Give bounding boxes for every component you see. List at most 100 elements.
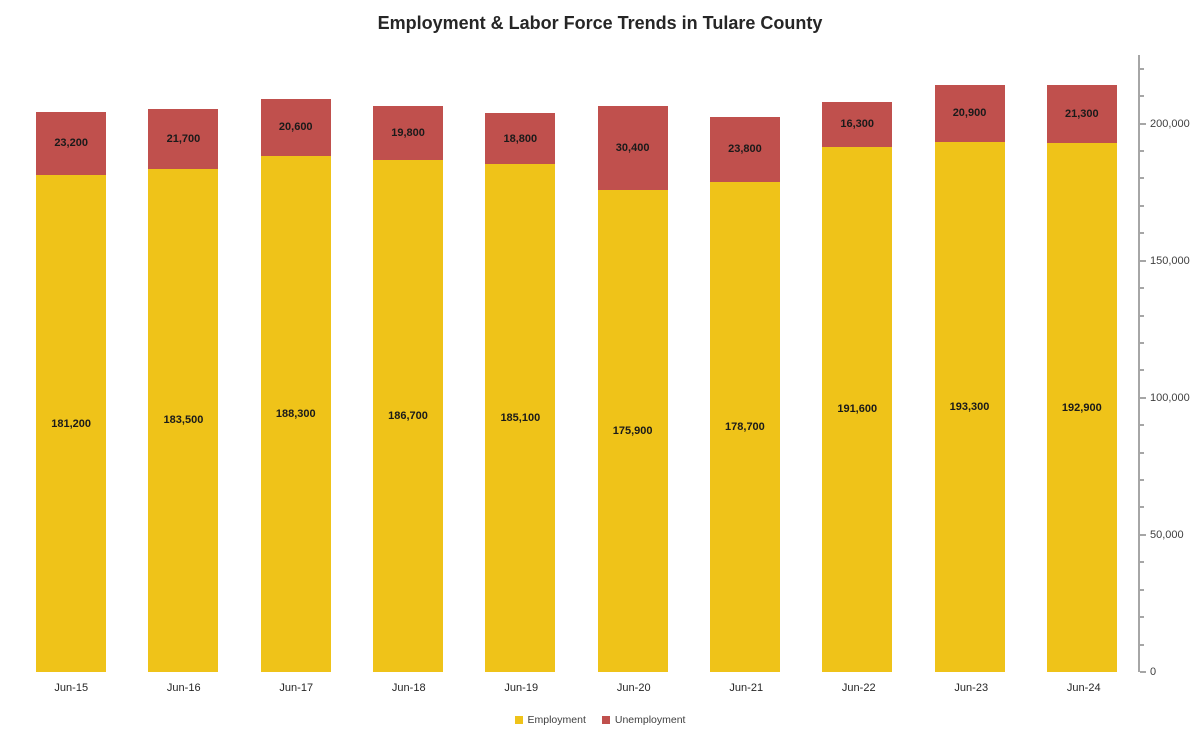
data-label-employment-jun-24: 192,900 xyxy=(1061,401,1102,414)
bar-segment-unemployment-jun-23: 20,900 xyxy=(934,84,1005,142)
x-tick-label-jun-18: Jun-18 xyxy=(391,682,426,694)
y-tick-mark xyxy=(1140,561,1144,564)
bar-column-jun-17: 20,600 188,300 xyxy=(240,55,352,672)
y-tick-mark xyxy=(1140,95,1144,98)
y-tick-mark xyxy=(1140,533,1146,536)
y-tick-mark xyxy=(1140,287,1144,290)
data-label-unemployment-jun-24: 21,300 xyxy=(1064,107,1099,120)
y-tick-label-200000: 200,000 xyxy=(1150,117,1190,130)
x-tick-label-jun-24: Jun-24 xyxy=(1066,682,1101,694)
bar-segment-employment-jun-23: 193,300 xyxy=(934,141,1005,672)
y-tick-mark xyxy=(1140,616,1144,619)
y-tick-mark xyxy=(1140,341,1144,344)
legend-item-employment: Employment xyxy=(514,714,586,726)
x-tick-label-jun-15: Jun-15 xyxy=(54,682,89,694)
y-tick-mark xyxy=(1140,149,1144,152)
y-tick-mark xyxy=(1140,232,1144,235)
x-tick-label-jun-20: Jun-20 xyxy=(616,682,651,694)
data-label-unemployment-jun-16: 21,700 xyxy=(166,133,201,146)
data-label-employment-jun-21: 178,700 xyxy=(725,420,765,433)
data-label-employment-jun-17: 188,300 xyxy=(275,407,316,420)
x-tick-label-jun-22: Jun-22 xyxy=(841,682,876,694)
data-label-employment-jun-18: 186,700 xyxy=(388,410,428,423)
legend-item-unemployment: Unemployment xyxy=(601,714,686,726)
data-label-unemployment-jun-20: 30,400 xyxy=(615,141,650,154)
data-label-unemployment-jun-17: 20,600 xyxy=(278,121,313,134)
y-tick-mark xyxy=(1140,643,1144,646)
x-tick-label-jun-21: Jun-21 xyxy=(729,682,764,694)
bar-segment-employment-jun-19: 185,100 xyxy=(485,164,556,672)
legend-label-unemployment: Unemployment xyxy=(614,714,686,726)
y-tick-label-50000: 50,000 xyxy=(1150,528,1184,541)
legend-swatch-employment xyxy=(514,716,523,724)
y-tick-label-0: 0 xyxy=(1150,666,1157,678)
bar-column-jun-24: 21,300 192,900 xyxy=(1026,55,1138,672)
legend-label-employment: Employment xyxy=(527,714,586,726)
bar-segment-unemployment-jun-15: 23,200 xyxy=(36,111,107,176)
y-tick-mark xyxy=(1140,588,1144,591)
y-tick-mark xyxy=(1140,67,1144,70)
y-tick-mark xyxy=(1140,369,1144,372)
data-label-employment-jun-15: 181,200 xyxy=(51,417,92,430)
y-tick-mark xyxy=(1140,479,1144,482)
data-label-unemployment-jun-19: 18,800 xyxy=(503,132,538,145)
x-tick-label-jun-16: Jun-16 xyxy=(166,682,201,694)
data-label-employment-jun-20: 175,900 xyxy=(612,424,653,437)
bar-segment-employment-jun-21: 178,700 xyxy=(709,181,780,672)
bar-column-jun-23: 20,900 193,300 xyxy=(913,55,1025,672)
bar-segment-employment-jun-18: 186,700 xyxy=(373,160,444,672)
y-tick-label-150000: 150,000 xyxy=(1150,254,1190,267)
y-tick-mark xyxy=(1140,122,1146,125)
bar-segment-unemployment-jun-24: 21,300 xyxy=(1046,84,1117,144)
bar-segment-employment-jun-22: 191,600 xyxy=(822,146,893,672)
plot-area: 23,200 181,200 21,700 183,500 20,600 188,300 1… xyxy=(15,55,1140,672)
plot-wrap: 23,200 181,200 21,700 183,500 20,600 188,300 1… xyxy=(15,55,1190,694)
data-label-unemployment-jun-18: 19,800 xyxy=(391,126,425,139)
bar-column-jun-15: 23,200 181,200 xyxy=(15,55,127,672)
x-tick-label-jun-19: Jun-19 xyxy=(504,682,539,694)
y-tick-mark xyxy=(1140,396,1146,399)
legend-swatch-unemployment xyxy=(601,716,610,724)
data-label-unemployment-jun-22: 16,300 xyxy=(840,118,875,131)
data-label-employment-jun-23: 193,300 xyxy=(949,400,990,413)
bar-segment-unemployment-jun-21: 23,800 xyxy=(709,116,780,182)
data-label-employment-jun-19: 185,100 xyxy=(500,412,541,425)
bar-column-jun-22: 16,300 191,600 xyxy=(801,55,913,672)
y-tick-mark xyxy=(1140,506,1144,509)
y-tick-label-100000: 100,000 xyxy=(1150,391,1190,404)
y-tick-mark xyxy=(1140,314,1144,317)
data-label-employment-jun-16: 183,500 xyxy=(163,414,204,427)
bar-segment-unemployment-jun-16: 21,700 xyxy=(148,109,219,169)
y-tick-mark xyxy=(1140,259,1146,262)
x-axis-labels: Jun-15 Jun-16 Jun-17 Jun-18 Jun-19 Jun-20 Jun-… xyxy=(15,672,1140,694)
bar-segment-employment-jun-20: 175,900 xyxy=(597,189,668,672)
legend: Employment Unemployment xyxy=(0,714,1200,726)
bar-segment-unemployment-jun-18: 19,800 xyxy=(373,105,444,161)
bar-column-jun-19: 18,800 185,100 xyxy=(464,55,576,672)
y-tick-mark xyxy=(1140,204,1144,207)
x-tick-label-jun-23: Jun-23 xyxy=(954,682,989,694)
y-tick-mark xyxy=(1140,451,1144,454)
x-tick-label-jun-17: Jun-17 xyxy=(279,682,314,694)
y-tick-mark xyxy=(1140,671,1146,673)
bar-segment-unemployment-jun-19: 18,800 xyxy=(485,112,556,165)
y-tick-mark xyxy=(1140,177,1144,180)
bar-segment-employment-jun-15: 181,200 xyxy=(36,175,107,672)
bar-column-jun-18: 19,800 186,700 xyxy=(352,55,464,672)
chart-title: Employment & Labor Force Trends in Tular… xyxy=(377,13,823,33)
data-label-employment-jun-22: 191,600 xyxy=(837,403,878,416)
data-label-unemployment-jun-15: 23,200 xyxy=(54,137,88,150)
bar-segment-unemployment-jun-20: 30,400 xyxy=(597,106,668,190)
bar-segment-unemployment-jun-17: 20,600 xyxy=(260,99,331,156)
bar-segment-employment-jun-24: 192,900 xyxy=(1046,143,1117,672)
data-label-unemployment-jun-21: 23,800 xyxy=(728,143,762,156)
bar-segment-unemployment-jun-22: 16,300 xyxy=(822,101,893,147)
bar-segment-employment-jun-17: 188,300 xyxy=(260,155,331,672)
bar-column-jun-21: 23,800 178,700 xyxy=(689,55,801,672)
bar-column-jun-16: 21,700 183,500 xyxy=(127,55,239,672)
y-tick-mark xyxy=(1140,424,1144,427)
data-label-unemployment-jun-23: 20,900 xyxy=(952,107,987,120)
bar-column-jun-20: 30,400 175,900 xyxy=(576,55,688,672)
bar-segment-employment-jun-16: 183,500 xyxy=(148,168,219,672)
